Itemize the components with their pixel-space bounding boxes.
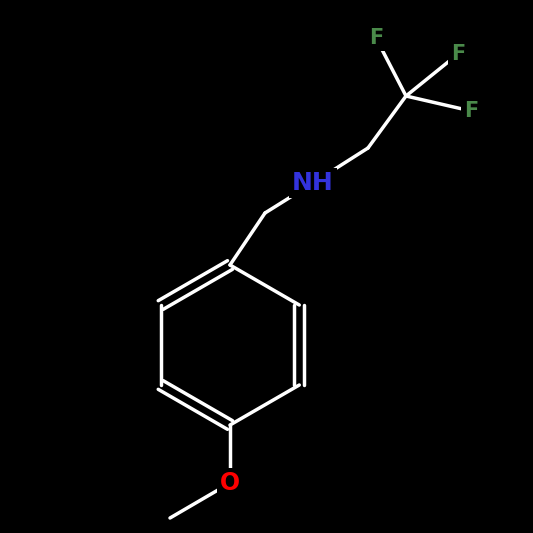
- Text: F: F: [369, 28, 383, 48]
- Text: NH: NH: [292, 171, 334, 195]
- Text: O: O: [220, 471, 240, 495]
- Text: F: F: [451, 44, 465, 64]
- Text: F: F: [464, 101, 478, 121]
